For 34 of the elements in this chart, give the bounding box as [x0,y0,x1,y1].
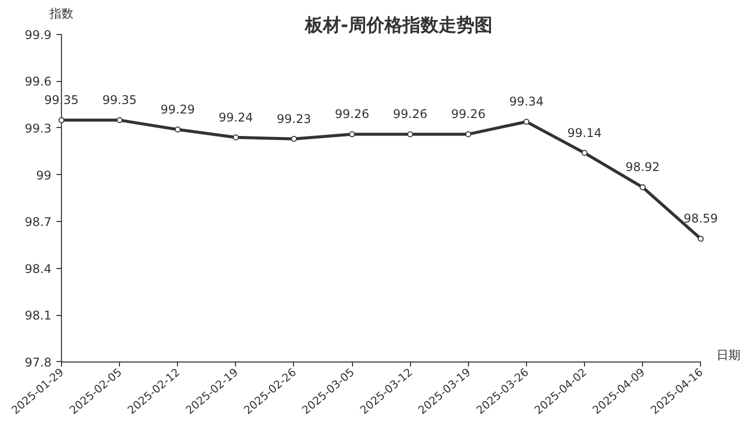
y-tick-label: 99 [36,168,52,182]
y-tick-label: 98.4 [24,262,52,276]
point [349,131,356,138]
y-tick-label: 99.9 [24,28,52,42]
chart-title: 板材-周价格指数走势图 [304,15,492,36]
point [58,117,64,124]
point [116,117,123,124]
data-label: 99.26 [451,107,486,122]
data-label: 99.29 [160,102,195,117]
point [523,118,530,125]
y-tick-label: 99.6 [24,74,52,89]
data-label: 99.35 [102,93,137,108]
data-label: 99.24 [218,110,253,124]
point [232,134,239,140]
point [174,126,181,133]
y-axis-title: 指数 [48,6,74,20]
point [640,184,646,190]
y-tick-label: 98.7 [24,215,52,230]
y-tick-label: 97.8 [24,355,52,370]
point [582,150,588,156]
data-label: 99.23 [276,112,312,126]
point [698,236,704,242]
y-tick-label: 98.1 [24,308,52,323]
data-label: 98.59 [684,212,718,226]
data-label: 99.26 [334,107,370,122]
data-label: 99.34 [509,94,544,109]
data-label: 98.92 [625,160,660,174]
y-tick-label: 99.3 [24,121,52,136]
point [465,131,472,138]
point [290,136,297,142]
x-axis-title: 日期 [716,348,741,362]
point [407,131,414,138]
data-label: 99.26 [392,107,428,122]
data-label: 99.14 [567,126,602,140]
